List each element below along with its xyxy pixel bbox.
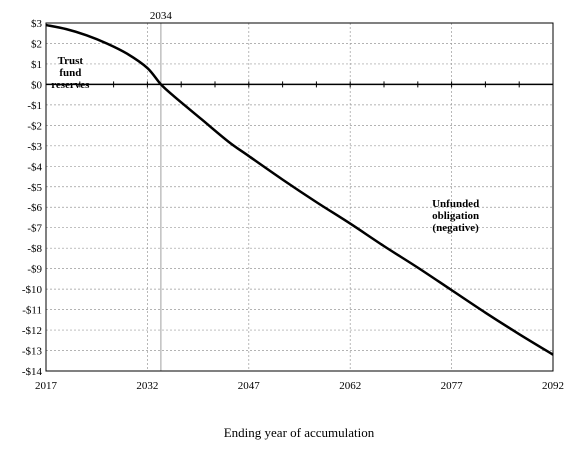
- annotation-line: obligation: [432, 210, 479, 222]
- x-tick-label: 2077: [441, 380, 464, 392]
- x-tick-label: 2017: [35, 380, 58, 392]
- y-tick-label: -$5: [27, 182, 42, 194]
- x-axis-ticks: 2017 2032 2047 2062 2077 2092: [35, 380, 564, 392]
- x-tick-label: 2047: [238, 380, 261, 392]
- y-axis-ticks: $3 $2 $1 $0 -$1 -$2 -$3 -$4 -$5 -$6 -$7 -$8 -$9 -$10 -…: [22, 18, 43, 378]
- plot-frame: [45, 22, 554, 372]
- x-tick-label: 2032: [136, 380, 158, 392]
- reference-line-label: 2034: [150, 10, 173, 22]
- y-tick-label: $0: [31, 79, 43, 91]
- annotation-line: Unfunded: [432, 198, 479, 210]
- y-tick-label: $1: [31, 59, 42, 71]
- y-tick-label: -$14: [22, 366, 43, 378]
- x-tick-label: 2062: [339, 380, 361, 392]
- x-tick-label: 2092: [542, 380, 564, 392]
- y-tick-label: -$7: [27, 223, 42, 235]
- y-tick-label: $2: [31, 38, 42, 50]
- y-tick-label: -$8: [27, 243, 42, 255]
- annotation-unfunded-obligation: Unfunded obligation (negative): [432, 198, 479, 234]
- y-tick-label: -$10: [22, 284, 43, 296]
- annotation-line: fund: [59, 67, 81, 79]
- annotation-line: reserves: [51, 79, 90, 91]
- y-tick-label: -$13: [22, 346, 43, 358]
- y-tick-label: -$4: [27, 161, 42, 173]
- plot-area: [46, 23, 553, 371]
- x-axis-label: Ending year of accumulation: [224, 425, 375, 440]
- y-tick-label: -$1: [27, 100, 42, 112]
- y-tick-label: -$2: [27, 120, 42, 132]
- y-tick-label: -$3: [27, 141, 42, 153]
- y-tick-label: -$9: [27, 264, 42, 276]
- y-tick-label: -$11: [22, 305, 42, 317]
- series-line-0: [45, 23, 554, 356]
- annotation-trust-fund-reserves: Trust fund reserves: [51, 55, 90, 91]
- y-tick-label: -$12: [22, 325, 42, 337]
- y-tick-label: -$6: [27, 202, 42, 214]
- reference-line-group: 2034: [150, 10, 173, 371]
- annotation-line: Trust: [58, 55, 84, 67]
- series-group: [45, 23, 554, 356]
- annotation-line: (negative): [432, 222, 479, 234]
- annotations: Trust fund reserves Unfunded obligation (nega…: [51, 55, 479, 234]
- y-tick-label: $3: [31, 18, 43, 30]
